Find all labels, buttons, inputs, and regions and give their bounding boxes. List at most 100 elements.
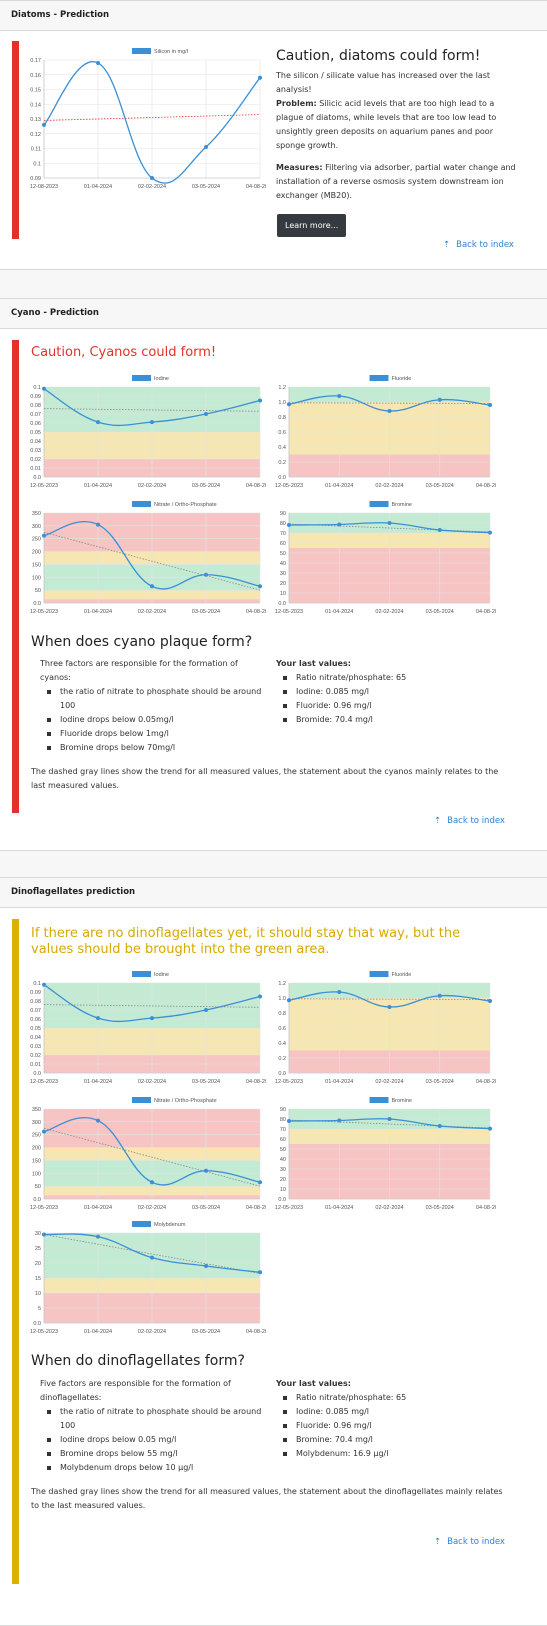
y-tick-label: 20 bbox=[280, 1177, 286, 1183]
data-point bbox=[204, 1008, 208, 1012]
y-tick-label: 0.11 bbox=[31, 147, 41, 153]
diatoms-back-link[interactable]: ⇡ Back to index bbox=[443, 240, 514, 250]
y-tick-label: 0.2 bbox=[278, 460, 286, 466]
data-point bbox=[488, 999, 492, 1003]
y-tick-label: 0.0 bbox=[278, 601, 286, 607]
data-point bbox=[42, 982, 46, 987]
diatoms-card: Diatoms - Prediction bbox=[0, 0, 547, 270]
list-item: Fluoride drops below 1mg/l bbox=[40, 727, 265, 741]
y-tick-label: 40 bbox=[280, 561, 286, 567]
y-tick-label: 0.15 bbox=[30, 88, 41, 94]
legend-swatch bbox=[369, 1097, 389, 1103]
trend-line bbox=[288, 998, 491, 1000]
y-tick-label: 1.0 bbox=[278, 996, 286, 1002]
data-point bbox=[258, 584, 262, 589]
data-point bbox=[150, 1180, 154, 1185]
y-tick-label: 0.02 bbox=[30, 457, 41, 463]
data-point bbox=[204, 1264, 208, 1268]
x-tick-label: 02-02-2024 bbox=[138, 609, 166, 615]
cyano-fluoride-chart: 1.2 1.0 0.8 0.6 0.4 0.2 0.0 12-05-2023 01-04-202… bbox=[275, 375, 496, 489]
dino-heading: When do dinoflagellates form? bbox=[31, 1353, 245, 1369]
y-tick-label: 0.6 bbox=[278, 1026, 286, 1032]
y-tick-label: 0.0 bbox=[278, 1071, 286, 1077]
data-point bbox=[337, 522, 342, 527]
x-tick-label: 12-05-2023 bbox=[30, 609, 58, 615]
x-tick-label: 12-05-2023 bbox=[30, 1205, 58, 1211]
x-tick-label: 01-04-2024 bbox=[84, 1079, 112, 1085]
data-point bbox=[204, 1168, 208, 1173]
dino-header: Dinoflagellates prediction bbox=[0, 878, 547, 908]
dino-back-link[interactable]: ⇡ Back to index bbox=[434, 1537, 505, 1547]
y-tick-label: 0.1 bbox=[33, 981, 41, 987]
cyano-intro: Three factors are responsible for the fo… bbox=[40, 659, 238, 682]
data-point bbox=[437, 528, 442, 532]
y-tick-label: 0.0 bbox=[33, 601, 41, 607]
y-tick-label: 0.03 bbox=[30, 1044, 41, 1050]
y-tick-label: 0.05 bbox=[30, 1026, 41, 1032]
y-tick-label: 10 bbox=[280, 591, 286, 597]
y-tick-label: 0.08 bbox=[30, 403, 41, 409]
x-tick-label: 04-08-2024 bbox=[476, 1079, 496, 1085]
y-tick-label: 0.0 bbox=[278, 475, 286, 481]
legend-swatch bbox=[132, 501, 151, 507]
list-item: Molybdenum drops below 10 µg/l bbox=[40, 1461, 265, 1475]
y-tick-label: 50 bbox=[35, 588, 41, 594]
x-tick-label: 02-02-2024 bbox=[375, 609, 403, 615]
data-point bbox=[258, 398, 262, 403]
legend-label: Iodine bbox=[154, 376, 169, 382]
x-tick-label: 03-05-2024 bbox=[192, 483, 220, 489]
y-tick-label: 0.06 bbox=[30, 421, 41, 427]
y-tick-label: 90 bbox=[280, 511, 286, 517]
y-tick-label: 0.0 bbox=[33, 475, 41, 481]
x-tick-label: 12-05-2023 bbox=[30, 1329, 58, 1335]
y-tick-label: 250 bbox=[32, 537, 41, 543]
data-point bbox=[96, 1118, 100, 1123]
x-tick-label: 02-02-2024 bbox=[138, 184, 166, 190]
legend-label: Fluoride bbox=[392, 972, 412, 978]
y-tick-label: 0.4 bbox=[278, 445, 286, 451]
list-item: Bromide: 70.4 mg/l bbox=[276, 713, 496, 727]
x-tick-label: 01-04-2024 bbox=[84, 1205, 112, 1211]
y-tick-label: 0.08 bbox=[30, 999, 41, 1005]
x-tick-label: 03-05-2024 bbox=[426, 1205, 454, 1211]
cyano-back-link[interactable]: ⇡ Back to index bbox=[434, 816, 505, 826]
x-tick-label: 01-04-2024 bbox=[84, 1329, 112, 1335]
y-tick-label: 0.01 bbox=[30, 1062, 41, 1068]
data-point bbox=[96, 60, 100, 65]
x-tick-label: 03-05-2024 bbox=[192, 184, 220, 190]
data-point bbox=[437, 993, 442, 998]
data-point bbox=[387, 409, 392, 413]
dino-note: The dashed gray lines show the trend for… bbox=[31, 1487, 503, 1510]
diatoms-alert-bar bbox=[12, 41, 19, 239]
legend-label: Iodine bbox=[154, 972, 169, 978]
y-tick-label: 0.0 bbox=[278, 1197, 286, 1203]
dino-intro: Five factors are responsible for the for… bbox=[40, 1379, 231, 1402]
section-gap bbox=[0, 270, 547, 298]
x-tick-label: 04-08-2024 bbox=[246, 609, 266, 615]
trend-line bbox=[43, 1004, 261, 1008]
legend-label: Nitrate / Ortho-Phosphate bbox=[154, 1098, 217, 1104]
cyano-nitrate-chart: 350 300 250 200 150 100 50 0.0 12-05-2023 01-04-2… bbox=[30, 501, 266, 615]
y-tick-label: 0.8 bbox=[278, 1011, 286, 1017]
diatoms-measures-label: Measures: bbox=[276, 163, 323, 172]
arrow-up-icon: ⇡ bbox=[434, 1537, 442, 1547]
diatoms-problem-text: Silicic acid levels that are too high le… bbox=[276, 99, 497, 150]
learn-more-button[interactable]: Learn more... bbox=[277, 214, 347, 237]
y-tick-label: 10 bbox=[35, 1291, 41, 1297]
y-tick-label: 5 bbox=[38, 1306, 41, 1312]
y-tick-label: 60 bbox=[280, 1137, 286, 1143]
list-item: Molybdenum: 16.9 µg/l bbox=[276, 1447, 496, 1461]
data-point bbox=[437, 1124, 442, 1128]
y-tick-label: 0.07 bbox=[30, 1008, 41, 1014]
dino-last-values-list: Ratio nitrate/phosphate: 65 Iodine: 0.08… bbox=[276, 1391, 496, 1461]
data-point bbox=[287, 1119, 291, 1123]
y-tick-label: 350 bbox=[32, 1107, 41, 1113]
list-item: Ratio nitrate/phosphate: 65 bbox=[276, 1391, 496, 1405]
data-point bbox=[150, 176, 154, 180]
cyano-iodine-chart: 0.1 0.09 0.08 0.07 0.06 0.05 0.04 0.03 0.02 0.01 0… bbox=[30, 375, 266, 489]
y-tick-label: 0.12 bbox=[30, 132, 41, 138]
data-point bbox=[258, 1180, 262, 1185]
x-tick-label: 04-08-2024 bbox=[246, 1079, 266, 1085]
trend-line bbox=[43, 1234, 261, 1274]
dino-fluoride-chart: 1.2 1.0 0.8 0.6 0.4 0.2 0.0 12-05-2023 01-04-202… bbox=[275, 971, 496, 1085]
